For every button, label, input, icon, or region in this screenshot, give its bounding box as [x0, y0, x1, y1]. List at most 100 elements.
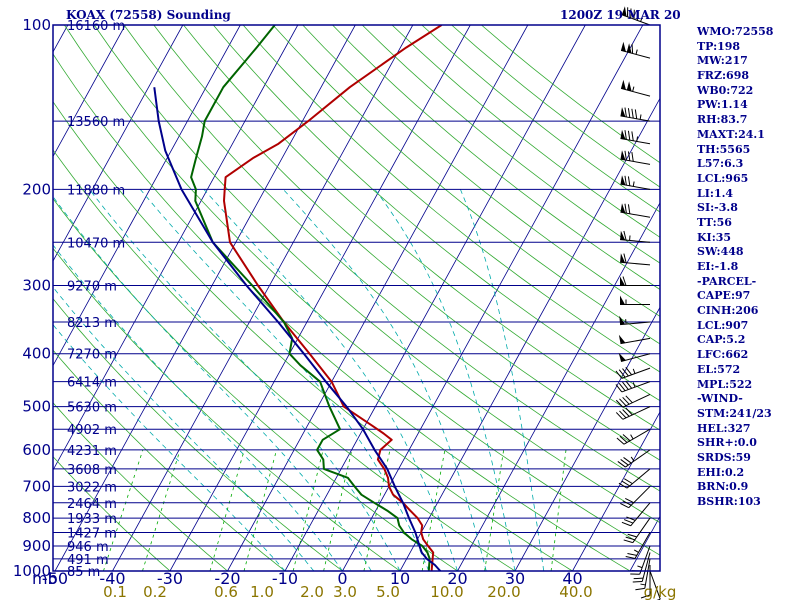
wind-barb-half: [656, 598, 661, 600]
isotherm-line: [53, 25, 184, 262]
wind-barb: [618, 352, 651, 362]
isotherm-line: [169, 25, 471, 571]
temperature-tick-label: 0: [337, 569, 347, 588]
height-label: 9270 m: [67, 280, 117, 295]
wind-barb-staff: [621, 14, 651, 26]
wind-barb-staff: [622, 394, 651, 408]
wind-barb-staff: [625, 449, 651, 468]
wind-barb-half: [632, 382, 636, 388]
wind-barb-flag: [625, 380, 633, 389]
wind-barb-flag: [627, 108, 631, 118]
wind-barb: [615, 380, 651, 393]
index-row: SRDS:59: [697, 450, 751, 464]
wind-barb-flag: [625, 536, 635, 541]
pressure-tick-label: 200: [22, 180, 51, 198]
wind-barb-half: [633, 549, 639, 553]
wind-barb-flag: [624, 175, 627, 186]
wind-barb-flag: [625, 407, 633, 416]
wind-barb-pennant: [620, 107, 626, 117]
wind-barb-flag: [625, 395, 633, 404]
wind-barb-half: [632, 368, 636, 374]
temperature-tick-label: -50: [42, 569, 68, 588]
wind-barb-flag: [622, 276, 627, 286]
wind-barb-flag: [619, 435, 628, 443]
wind-barb: [620, 175, 651, 190]
wind-barb: [621, 6, 651, 26]
wind-barb-half: [637, 565, 643, 569]
isotherm-line: [514, 306, 660, 571]
index-row: WB0:722: [697, 83, 754, 97]
wind-barbs: [615, 6, 661, 600]
wind-barb-flag: [618, 482, 628, 489]
wind-barb-staff: [620, 87, 651, 97]
background-lines: [53, 25, 660, 571]
mixing-ratio-labels: 0.1 0.2 0.6 1.0 2.0 3.0 5.0 10.0 20.0 40.0 g/kg: [103, 583, 676, 600]
wind-barb-half: [632, 86, 635, 92]
index-row: SHR+:0.0: [697, 436, 757, 450]
height-label: 11880 m: [67, 183, 125, 198]
height-label: 5630 m: [67, 401, 117, 416]
temperature-tick-label: -10: [272, 569, 298, 588]
mixing-ratio-line: [323, 449, 353, 571]
index-row: LFC:662: [697, 348, 749, 362]
index-row: MW:217: [697, 54, 748, 68]
isotherm-line: [457, 201, 660, 571]
wind-barb-pennant: [626, 81, 632, 92]
wind-barb: [640, 564, 651, 599]
wind-barb-flag: [617, 461, 626, 468]
wind-barb-pennant: [626, 43, 632, 54]
index-row: MPL:522: [697, 377, 753, 391]
wind-barb-flag: [634, 109, 638, 119]
pressure-tick-label: 400: [22, 345, 51, 363]
wind-barb-flag: [632, 580, 643, 583]
wind-barb-flag: [640, 594, 651, 599]
wind-barb-flag: [615, 399, 624, 408]
wind-barb-half: [636, 136, 639, 142]
pressure-tick-label: 300: [22, 277, 51, 295]
wind-barb-pennant: [618, 352, 626, 362]
wind-barb-pennant: [620, 230, 626, 241]
wind-barb: [620, 230, 651, 243]
wind-barb-staff: [649, 570, 661, 600]
mixing-ratio-line: [103, 449, 144, 571]
index-row: -WIND-: [697, 392, 743, 406]
mixing-ratio-label: 0.1: [103, 583, 127, 600]
index-row: RH:83.7: [697, 113, 748, 127]
index-row: BRN:0.9: [697, 480, 749, 494]
wind-barb-staff: [644, 558, 651, 589]
wind-barb: [619, 315, 651, 326]
wind-barb-pennant: [621, 79, 626, 90]
wind-barb-flag: [631, 131, 634, 141]
dry-adiabat: [53, 298, 343, 571]
index-row: EHI:0.2: [697, 465, 745, 479]
wind-barb-staff: [621, 381, 651, 393]
index-row: LCL:907: [697, 318, 749, 332]
wind-barb: [620, 295, 650, 305]
height-label: 8213 m: [67, 316, 117, 331]
wind-barb-flag: [627, 553, 637, 556]
wind-barb-pennant: [620, 253, 626, 263]
wind-barb-flag: [618, 369, 626, 378]
height-label: 1427 m: [67, 526, 117, 541]
index-row: LCL:965: [697, 171, 749, 185]
wind-barb: [620, 41, 651, 59]
mixing-ratio-line: [550, 449, 567, 571]
index-row: EI:-1.8: [697, 260, 739, 273]
pressure-tick-label: 100: [22, 16, 51, 34]
height-labels: 16160 m 13560 m 11880 m 10470 m 9270 m 8213 m…: [67, 19, 125, 580]
station-title: KOAX (72558) Sounding: [66, 8, 231, 22]
wind-barb: [617, 449, 651, 468]
wind-barb-flag: [621, 521, 631, 527]
wind-barb-half: [630, 434, 634, 440]
height-label: 6414 m: [67, 376, 117, 391]
mixing-ratio-label: 0.2: [143, 583, 167, 600]
wind-barb-pennant: [621, 6, 627, 17]
wind-barb-pennant: [620, 203, 626, 213]
wind-barb-flag: [625, 367, 633, 376]
wind-barb-flag: [620, 459, 629, 466]
index-row: CAP:5.2: [697, 333, 746, 347]
wind-barb-flag: [622, 500, 632, 506]
temperature-tick-label: -40: [99, 569, 125, 588]
mixing-ratio-label: 3.0: [333, 583, 357, 600]
